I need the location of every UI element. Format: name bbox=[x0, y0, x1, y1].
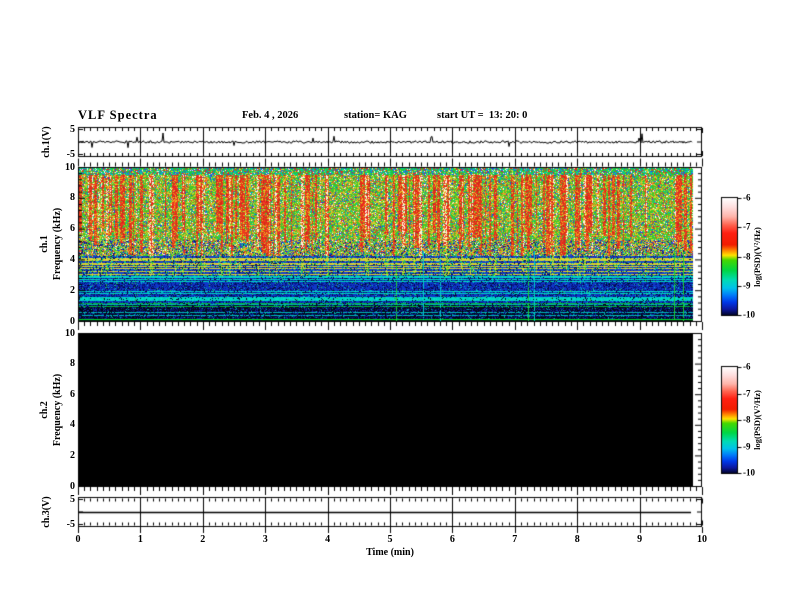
colorbar2-tick--9: -9 bbox=[743, 441, 751, 451]
spec1-ytick-4: 4 bbox=[70, 253, 75, 265]
spec1-ytick-0: 0 bbox=[70, 315, 75, 327]
x-tick-0: 0 bbox=[75, 534, 81, 545]
colorbar-2 bbox=[722, 367, 737, 473]
start-ut-label: start UT = 13: 20: 0 bbox=[437, 110, 528, 121]
x-tick-1: 1 bbox=[137, 534, 143, 545]
colorbar-1 bbox=[722, 198, 737, 315]
colorbar1-tick--6: -6 bbox=[743, 192, 751, 203]
colorbar1-tick--9: -9 bbox=[743, 280, 751, 291]
figure-title: VLF Spectra bbox=[78, 108, 158, 122]
ch1-voltage-axis-label: ch.1(V) bbox=[41, 126, 52, 158]
spec2-frequency-axis-label: Frequency (kHz) bbox=[52, 373, 63, 447]
x-tick-9: 9 bbox=[637, 534, 643, 545]
spec2-ytick-8: 8 bbox=[70, 358, 75, 370]
spec1-channel-label: ch.1 bbox=[39, 235, 50, 253]
spec2-ytick-6: 6 bbox=[70, 388, 75, 400]
x-tick-10: 10 bbox=[697, 534, 707, 545]
x-tick-4: 4 bbox=[325, 534, 331, 545]
spec1-ytick-6: 6 bbox=[70, 223, 75, 235]
x-tick-7: 7 bbox=[512, 534, 518, 545]
spec1-ytick-2: 2 bbox=[70, 284, 75, 296]
spec2-ytick-4: 4 bbox=[70, 419, 75, 431]
colorbar2-tick--10: -10 bbox=[743, 467, 755, 478]
x-tick-3: 3 bbox=[262, 534, 268, 545]
date-label: Feb. 4 , 2026 bbox=[242, 110, 299, 121]
ch1-ytick-5: 5 bbox=[70, 123, 75, 135]
station-label: station= KAG bbox=[344, 110, 407, 121]
panel-ch3-waveform bbox=[78, 497, 702, 527]
colorbar1-tick--8: -8 bbox=[743, 251, 751, 261]
spec1-frequency-axis-label: Frequency (kHz) bbox=[52, 207, 63, 281]
x-tick-8: 8 bbox=[574, 534, 580, 545]
colorbar1-unit-label: log(PSD)(V²/Hz) bbox=[751, 227, 762, 287]
spec1-ytick-8: 8 bbox=[70, 192, 75, 204]
spec1-ytick-10: 10 bbox=[65, 161, 75, 173]
ch3-voltage-axis-label: ch.3(V) bbox=[41, 496, 52, 528]
spec2-ytick-0: 0 bbox=[70, 480, 75, 492]
colorbar2-unit-label: log(PSD)(V²/Hz) bbox=[751, 390, 762, 450]
spec2-channel-label: ch.2 bbox=[39, 401, 50, 419]
colorbar1-tick--7: -7 bbox=[743, 221, 751, 232]
colorbar2-tick--6: -6 bbox=[743, 361, 751, 372]
x-tick-6: 6 bbox=[449, 534, 455, 545]
colorbar2-tick--8: -8 bbox=[743, 414, 751, 425]
x-tick-5: 5 bbox=[387, 534, 393, 545]
ch3-ytick-neg5: -5 bbox=[66, 518, 75, 530]
ch1-ytick-neg5: -5 bbox=[66, 148, 75, 160]
x-tick-2: 2 bbox=[200, 534, 206, 545]
colorbar2-tick--7: -7 bbox=[743, 388, 751, 398]
time-axis-label: Time (min) bbox=[366, 547, 414, 558]
panel-ch2-spectrogram bbox=[78, 333, 702, 487]
panel-ch1-spectrogram bbox=[78, 167, 702, 322]
colorbar1-tick--10: -10 bbox=[743, 309, 755, 320]
spec2-ytick-2: 2 bbox=[70, 449, 75, 461]
ch3-ytick-5: 5 bbox=[70, 493, 75, 505]
panel-ch1-waveform bbox=[78, 127, 702, 157]
spec2-ytick-10: 10 bbox=[65, 327, 75, 339]
